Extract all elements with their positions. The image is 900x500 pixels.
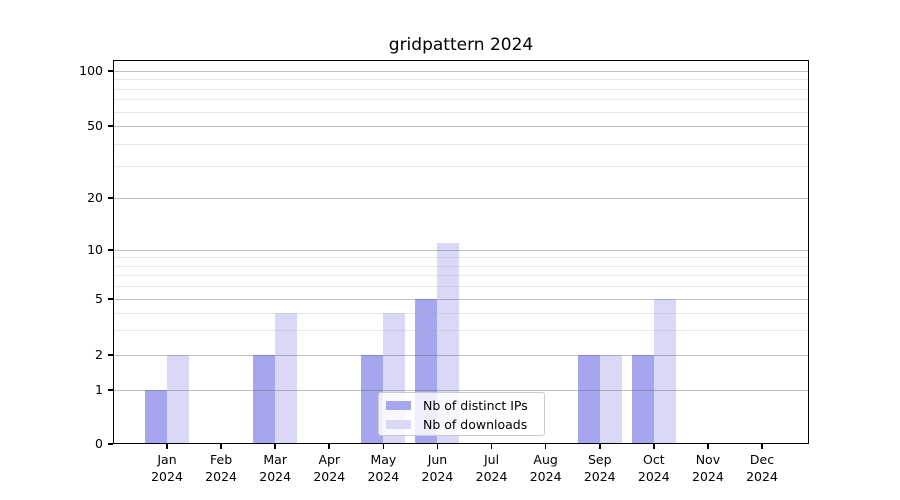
grid-line-minor bbox=[113, 275, 809, 277]
y-tick-mark bbox=[108, 125, 113, 127]
legend-entry-distinct-ips: Nb of distinct IPs bbox=[386, 396, 544, 415]
bar-distinct-ips-Jan bbox=[145, 390, 167, 444]
x-axis-tick-label: Nov 2024 bbox=[676, 452, 740, 485]
x-axis-tick-label: Jan 2024 bbox=[135, 452, 199, 485]
grid-line-minor bbox=[113, 265, 809, 267]
x-tick-mark bbox=[382, 444, 385, 449]
y-tick-mark bbox=[108, 443, 113, 445]
grid-line-major bbox=[113, 299, 809, 300]
x-axis-tick-year: 2024 bbox=[746, 468, 778, 484]
x-axis-tick-label: Mar 2024 bbox=[243, 452, 307, 485]
x-axis-tick-year: 2024 bbox=[529, 468, 562, 484]
legend: Nb of distinct IPs Nb of downloads bbox=[378, 392, 545, 436]
x-tick-mark bbox=[436, 444, 439, 449]
bar-downloads-Oct bbox=[653, 299, 676, 444]
grid-line-major bbox=[113, 126, 809, 127]
x-axis-tick-year: 2024 bbox=[583, 468, 616, 484]
x-tick-mark bbox=[544, 444, 547, 449]
grid-line-minor bbox=[113, 257, 809, 259]
legend-label-downloads: Nb of downloads bbox=[423, 417, 528, 432]
x-axis-tick-year: 2024 bbox=[259, 468, 292, 484]
y-axis-tick-label: 0 bbox=[95, 436, 103, 451]
grid-line-minor bbox=[113, 88, 809, 90]
x-tick-mark bbox=[166, 444, 168, 449]
x-axis-tick-year: 2024 bbox=[421, 468, 454, 484]
x-tick-mark bbox=[220, 444, 222, 449]
y-tick-mark bbox=[108, 197, 113, 199]
grid-line-major bbox=[113, 355, 809, 356]
x-axis-tick-label: Aug 2024 bbox=[514, 452, 578, 485]
x-axis-tick-label: Dec 2024 bbox=[730, 452, 794, 485]
x-axis-tick-label: Apr 2024 bbox=[297, 452, 361, 485]
x-tick-mark bbox=[653, 444, 655, 449]
x-tick-mark bbox=[490, 444, 493, 449]
x-axis-tick-label: Feb 2024 bbox=[189, 452, 253, 485]
y-axis-tick-label: 100 bbox=[79, 63, 103, 78]
bar-downloads-Jan bbox=[167, 355, 189, 444]
y-axis-tick-label: 10 bbox=[87, 242, 103, 257]
grid-line-minor bbox=[113, 99, 809, 101]
y-tick-mark bbox=[108, 70, 113, 72]
x-axis-tick-label: Jun 2024 bbox=[405, 452, 469, 485]
x-axis-tick-label: Jul 2024 bbox=[460, 452, 524, 485]
x-tick-mark bbox=[598, 444, 601, 449]
x-tick-mark bbox=[761, 444, 763, 449]
grid-line-minor bbox=[113, 166, 809, 168]
x-tick-mark bbox=[328, 444, 331, 449]
y-tick-mark bbox=[108, 389, 113, 391]
legend-label-distinct-ips: Nb of distinct IPs bbox=[423, 398, 528, 413]
x-axis-tick-year: 2024 bbox=[205, 468, 237, 484]
x-axis-tick-year: 2024 bbox=[151, 468, 183, 484]
y-axis-tick-label: 50 bbox=[87, 118, 103, 133]
y-axis-tick-label: 20 bbox=[87, 190, 103, 205]
x-axis-tick-year: 2024 bbox=[637, 468, 670, 484]
grid-line-minor bbox=[113, 111, 809, 113]
bar-distinct-ips-May bbox=[361, 355, 384, 444]
x-axis-tick-label: Oct 2024 bbox=[622, 452, 686, 485]
x-axis-tick-label: Sep 2024 bbox=[568, 452, 632, 485]
grid-line-minor bbox=[113, 286, 809, 288]
x-axis-tick-year: 2024 bbox=[692, 468, 724, 484]
legend-swatch-distinct-ips bbox=[386, 401, 411, 410]
x-axis-tick-label: May 2024 bbox=[351, 452, 415, 485]
grid-line-minor bbox=[113, 143, 809, 145]
y-tick-mark bbox=[108, 354, 113, 356]
y-tick-mark bbox=[108, 298, 113, 300]
y-axis-tick-label: 5 bbox=[95, 291, 103, 306]
bar-distinct-ips-Mar bbox=[253, 355, 276, 444]
x-tick-mark bbox=[274, 444, 276, 449]
axes-frame bbox=[113, 60, 809, 444]
x-axis-tick-year: 2024 bbox=[367, 468, 400, 484]
chart-title: gridpattern 2024 bbox=[388, 35, 534, 55]
bar-distinct-ips-Oct bbox=[631, 355, 654, 444]
y-axis-tick-label: 2 bbox=[95, 347, 103, 362]
grid-line-major bbox=[113, 71, 809, 72]
grid-line-minor bbox=[113, 312, 809, 314]
grid-line-major bbox=[113, 390, 809, 391]
bar-distinct-ips-Sep bbox=[577, 355, 600, 444]
y-tick-mark bbox=[108, 249, 113, 251]
legend-swatch-downloads bbox=[386, 420, 411, 429]
x-axis-tick-year: 2024 bbox=[313, 468, 346, 484]
bar-downloads-Sep bbox=[599, 355, 622, 444]
x-axis-tick-year: 2024 bbox=[475, 468, 508, 484]
grid-line-major bbox=[113, 198, 809, 199]
legend-entry-downloads: Nb of downloads bbox=[386, 415, 544, 434]
x-tick-mark bbox=[707, 444, 709, 449]
grid-line-minor bbox=[113, 79, 809, 81]
bar-downloads-Mar bbox=[275, 312, 298, 444]
grid-line-minor bbox=[113, 330, 809, 332]
grid-line-major bbox=[113, 250, 809, 251]
y-axis-tick-label: 1 bbox=[95, 382, 103, 397]
